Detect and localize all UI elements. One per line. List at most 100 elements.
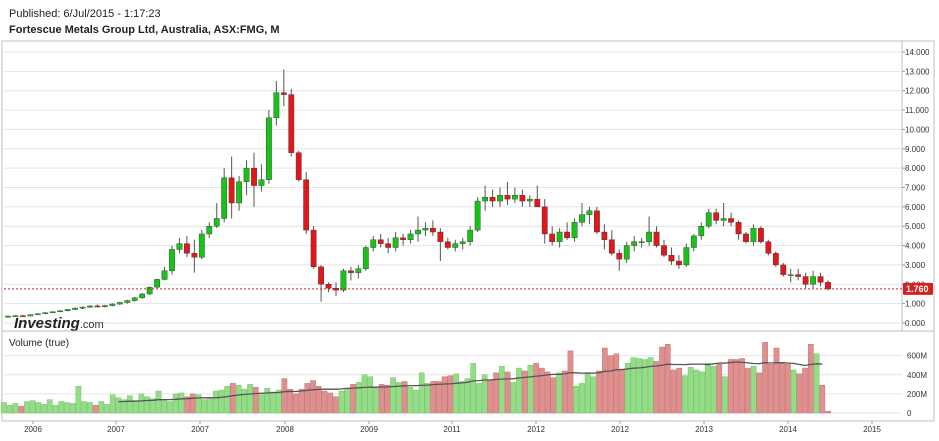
- time-tick-label: 2009: [360, 425, 378, 434]
- candle-down: [594, 210, 600, 233]
- candle-down: [549, 233, 556, 242]
- price-axis-labels: 0.0001.0002.0003.0004.0005.0006.0007.000…: [905, 48, 930, 328]
- volume-bar: [567, 350, 574, 414]
- volume-bar: [447, 375, 454, 414]
- candle-up: [407, 233, 414, 240]
- volume-bar: [705, 363, 711, 414]
- volume-bar: [396, 382, 402, 414]
- candle-up: [556, 231, 563, 242]
- volume-bar: [716, 364, 723, 414]
- volume-bar: [178, 392, 185, 414]
- candle-up: [102, 305, 108, 307]
- candle-down: [765, 241, 772, 254]
- candle-up: [72, 307, 78, 310]
- time-tick-label: 2006: [24, 425, 42, 434]
- volume-bar: [252, 386, 259, 414]
- volume-tick-label: 600M: [907, 352, 927, 361]
- volume-bar: [333, 396, 339, 414]
- volume-bar: [613, 353, 620, 414]
- volume-bar: [790, 369, 797, 414]
- volume-bar: [756, 372, 763, 414]
- candlestick-series: [5, 69, 831, 318]
- candle-up: [124, 300, 131, 303]
- time-tick-label: 2008: [276, 425, 294, 434]
- candle-down: [325, 284, 332, 289]
- volume-bar: [516, 367, 522, 414]
- time-tick-label: 2012: [611, 425, 629, 434]
- volume-bar: [172, 393, 179, 414]
- price-tick-label: 7.000: [905, 184, 926, 193]
- candle-down: [534, 198, 541, 208]
- candle-down: [676, 260, 682, 266]
- volume-bar: [413, 389, 419, 414]
- candle-down: [191, 253, 198, 258]
- volume-bar: [373, 386, 379, 414]
- volume-bar: [733, 359, 740, 414]
- candle-down: [385, 243, 392, 248]
- candle-up: [459, 241, 466, 244]
- candle-down: [608, 239, 615, 254]
- candle-up: [236, 181, 242, 204]
- candle-down: [318, 266, 324, 285]
- volume-bar: [304, 383, 311, 414]
- investing-logo-brand: Investing: [14, 315, 80, 332]
- published-timestamp: Published: 6/Jul/2015 - 1:17:23: [9, 8, 161, 20]
- time-tick-label: 2015: [863, 425, 881, 434]
- volume-bar: [813, 353, 820, 414]
- volume-bar: [687, 366, 694, 414]
- price-tick-label: 1.000: [905, 300, 926, 309]
- volume-bar: [167, 401, 173, 414]
- volume-bar: [424, 383, 431, 414]
- volume-bar: [235, 385, 242, 414]
- candle-down: [728, 218, 734, 223]
- volume-bar: [647, 357, 654, 414]
- volume-bar: [104, 404, 110, 414]
- volume-bar: [636, 358, 642, 414]
- candle-down: [251, 167, 257, 186]
- volume-bar: [773, 347, 780, 414]
- candle-up: [646, 231, 652, 242]
- volume-bar: [195, 394, 202, 414]
- last-price-label: 1.760: [906, 284, 929, 294]
- price-tick-label: 14.000: [905, 48, 930, 57]
- volume-bar: [6, 405, 13, 414]
- volume-bar: [521, 370, 528, 414]
- volume-bar: [659, 346, 665, 414]
- volume-bar: [607, 355, 614, 414]
- candle-up: [213, 218, 220, 227]
- candle-down: [444, 241, 451, 248]
- candle-up: [266, 117, 272, 180]
- volume-bar: [1, 402, 7, 414]
- candle-up: [690, 235, 697, 248]
- candle-down: [616, 253, 623, 260]
- volume-bar: [808, 343, 814, 414]
- volume-bar: [550, 377, 557, 414]
- candle-down: [20, 315, 26, 317]
- time-tick-label: 2013: [695, 425, 713, 434]
- candle-up: [116, 302, 123, 305]
- volume-bar: [230, 383, 236, 414]
- candle-up: [243, 167, 250, 182]
- candle-up: [355, 268, 362, 273]
- price-tick-label: 10.000: [905, 125, 930, 134]
- candle-down: [713, 212, 720, 221]
- price-panel: 0.0001.0002.0003.0004.0005.0006.0007.000…: [1, 40, 935, 421]
- volume-bar: [430, 381, 436, 414]
- candle-down: [735, 222, 742, 235]
- candle-up: [49, 311, 56, 313]
- candle-up: [273, 92, 280, 119]
- volume-bar: [664, 343, 671, 414]
- candle-up: [87, 305, 93, 308]
- price-tick-label: 3.000: [905, 261, 926, 270]
- candle-down: [772, 253, 779, 266]
- candle-up: [362, 247, 369, 269]
- candle-up: [422, 227, 429, 231]
- volume-bar: [132, 400, 139, 414]
- price-tick-label: 13.000: [905, 67, 930, 76]
- volume-bar: [350, 384, 356, 414]
- candle-down: [184, 243, 190, 254]
- volume-bar: [35, 402, 42, 414]
- volume-bar: [75, 386, 82, 414]
- candle-down: [817, 276, 824, 283]
